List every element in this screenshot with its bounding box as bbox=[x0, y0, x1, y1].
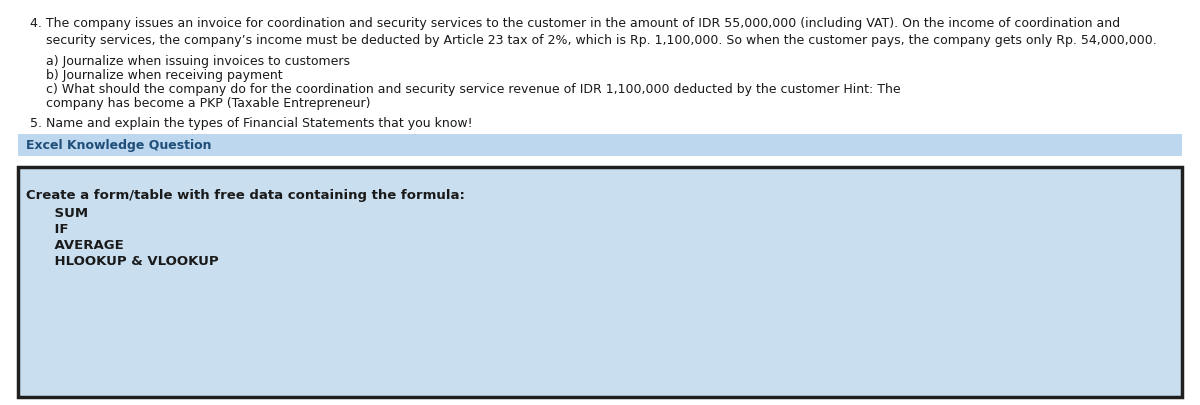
Text: HLOOKUP & VLOOKUP: HLOOKUP & VLOOKUP bbox=[36, 255, 218, 268]
Bar bbox=[18, 167, 1182, 397]
Text: Create a form/table with free data containing the formula:: Create a form/table with free data conta… bbox=[26, 189, 464, 202]
Text: Excel Knowledge Question: Excel Knowledge Question bbox=[26, 139, 211, 151]
Text: 5. Name and explain the types of Financial Statements that you know!: 5. Name and explain the types of Financi… bbox=[30, 117, 473, 130]
Text: 4. The company issues an invoice for coordination and security services to the c: 4. The company issues an invoice for coo… bbox=[30, 17, 1120, 30]
Text: a) Journalize when issuing invoices to customers: a) Journalize when issuing invoices to c… bbox=[30, 55, 350, 68]
Text: AVERAGE: AVERAGE bbox=[36, 239, 124, 252]
Text: c) What should the company do for the coordination and security service revenue : c) What should the company do for the co… bbox=[30, 83, 901, 96]
Text: SUM: SUM bbox=[36, 207, 88, 220]
Text: company has become a PKP (Taxable Entrepreneur): company has become a PKP (Taxable Entrep… bbox=[30, 97, 371, 110]
Text: b) Journalize when receiving payment: b) Journalize when receiving payment bbox=[30, 69, 283, 82]
Bar bbox=[18, 134, 1182, 156]
Text: security services, the company’s income must be deducted by Article 23 tax of 2%: security services, the company’s income … bbox=[30, 34, 1157, 47]
Text: IF: IF bbox=[36, 223, 68, 236]
